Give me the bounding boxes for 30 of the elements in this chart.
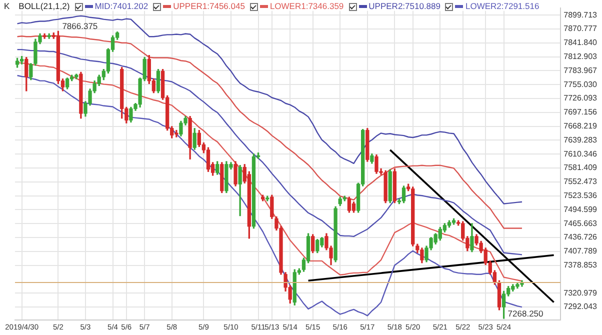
y-tick-label: 7465.663 bbox=[564, 218, 598, 228]
chart-title: K bbox=[4, 1, 10, 11]
y-tick-label: 7610.346 bbox=[564, 149, 598, 158]
legend-label: UPPER1:7456.045 bbox=[173, 1, 245, 11]
legend-label: LOWER1:7346.359 bbox=[270, 1, 344, 11]
legend-label: MID:7401.202 bbox=[94, 1, 148, 11]
y-tick-label: 7494.599 bbox=[564, 204, 598, 214]
y-tick-label: 7726.093 bbox=[564, 94, 598, 103]
y-tick-label: 7899.713 bbox=[564, 10, 598, 20]
y-tick-label: 7697.156 bbox=[564, 108, 598, 117]
y-tick-label: 7668.219 bbox=[564, 122, 598, 131]
y-tick-label: 7320.979 bbox=[564, 288, 598, 298]
y-tick-label: 7639.283 bbox=[564, 135, 598, 144]
annotation: 7866.375 bbox=[62, 21, 98, 32]
y-tick-label: 7581.409 bbox=[564, 163, 598, 172]
y-tick-label: 7841.840 bbox=[564, 38, 598, 48]
y-tick-label: 7523.536 bbox=[564, 191, 598, 200]
y-tick-label: 7783.967 bbox=[564, 66, 598, 75]
y-tick-label: 7552.473 bbox=[564, 177, 598, 186]
legend-label: LOWER2:7291.516 bbox=[465, 1, 540, 11]
y-tick-label: 7407.789 bbox=[564, 246, 598, 256]
legend-label: UPPER2:7510.889 bbox=[368, 1, 440, 11]
annotation: 7268.250 bbox=[508, 308, 544, 319]
y-tick-label: 7870.777 bbox=[564, 24, 598, 34]
y-tick-label: 7292.043 bbox=[564, 302, 598, 312]
y-tick-label: 7755.030 bbox=[564, 80, 598, 89]
y-tick-label: 7378.853 bbox=[564, 260, 598, 270]
y-tick-label: 7812.903 bbox=[564, 52, 598, 62]
y-tick-label: 7436.726 bbox=[564, 232, 598, 242]
legend-title: BOLL(21,1,2) bbox=[18, 1, 70, 11]
